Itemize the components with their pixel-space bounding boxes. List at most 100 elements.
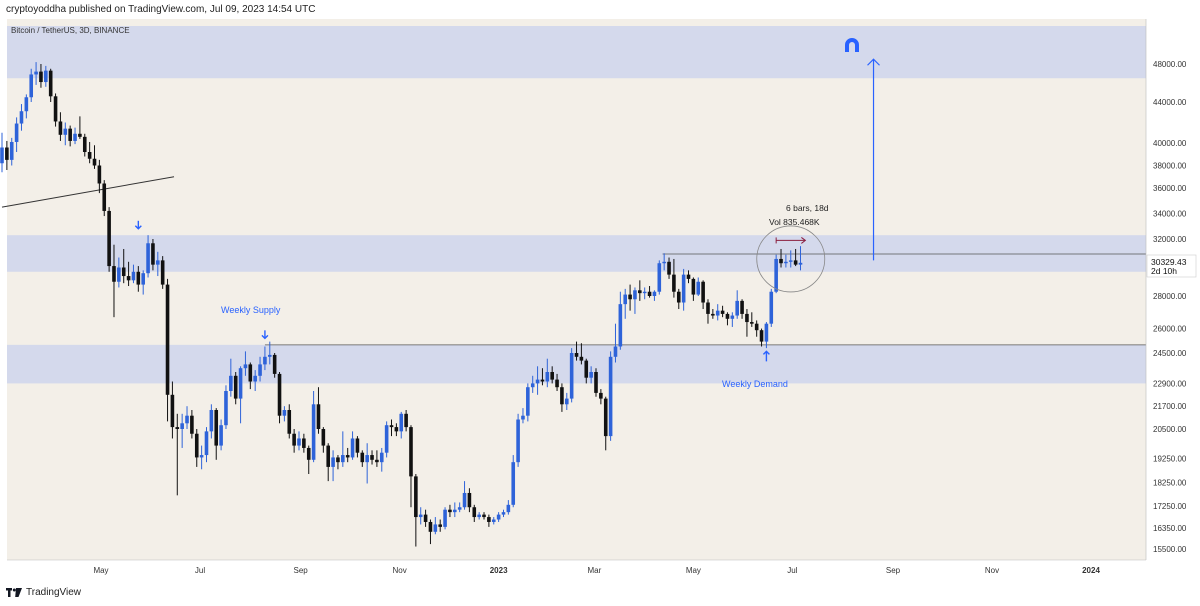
candle-body[interactable]	[39, 71, 43, 83]
candle-body[interactable]	[258, 364, 262, 376]
candle-body[interactable]	[623, 294, 628, 305]
candle-body[interactable]	[730, 315, 735, 319]
candle-body[interactable]	[233, 375, 238, 399]
candle-body[interactable]	[302, 438, 306, 448]
candle-body[interactable]	[555, 379, 559, 388]
candle-body[interactable]	[267, 354, 272, 357]
candle-body[interactable]	[603, 398, 608, 437]
candle-body[interactable]	[350, 438, 355, 458]
candle-body[interactable]	[414, 476, 418, 518]
candle-body[interactable]	[78, 133, 82, 137]
candle-body[interactable]	[506, 504, 511, 513]
candle-body[interactable]	[151, 243, 155, 265]
candle-body[interactable]	[53, 96, 58, 122]
candle-body[interactable]	[638, 290, 642, 294]
candle-body[interactable]	[112, 266, 116, 282]
candle-body[interactable]	[657, 263, 662, 292]
candle-body[interactable]	[453, 509, 457, 513]
candle-body[interactable]	[107, 210, 111, 267]
candle-body[interactable]	[764, 323, 769, 342]
candle-body[interactable]	[156, 260, 160, 265]
candle-body[interactable]	[667, 261, 671, 275]
candle-body[interactable]	[472, 507, 477, 518]
candle-body[interactable]	[253, 375, 257, 382]
candle-body[interactable]	[686, 274, 691, 279]
candle-body[interactable]	[487, 517, 491, 522]
candle-body[interactable]	[389, 425, 394, 428]
candle-body[interactable]	[282, 410, 287, 416]
candle-body[interactable]	[788, 260, 793, 262]
candle-body[interactable]	[345, 455, 350, 458]
candle-body[interactable]	[774, 258, 778, 292]
price-axis[interactable]: 48000.00 44000.00 40000.00 38000.00 36000.00…	[1145, 19, 1187, 560]
candle-body[interactable]	[272, 354, 277, 374]
time-axis[interactable]: May Jul Sep Nov 2023 Mar May Jul Sep Nov 2024	[7, 559, 1146, 575]
candle-body[interactable]	[759, 330, 764, 342]
candle-body[interactable]	[399, 413, 404, 432]
zone-rect[interactable]	[7, 26, 1146, 79]
candle-body[interactable]	[608, 356, 613, 437]
candle-body[interactable]	[564, 398, 569, 405]
candle-body[interactable]	[375, 459, 379, 463]
candle-body[interactable]	[165, 284, 170, 395]
candle-body[interactable]	[642, 291, 647, 294]
candle-body[interactable]	[491, 519, 496, 522]
candle-body[interactable]	[511, 462, 516, 505]
highlight-circle[interactable]	[756, 225, 826, 293]
candle-body[interactable]	[769, 291, 774, 324]
candle-body[interactable]	[219, 425, 223, 446]
candle-body[interactable]	[462, 492, 467, 508]
candle-body[interactable]	[24, 97, 29, 112]
candle-body[interactable]	[370, 455, 374, 460]
candle-body[interactable]	[633, 290, 637, 300]
candle-body[interactable]	[331, 457, 335, 467]
candle-body[interactable]	[793, 260, 798, 265]
candle-body[interactable]	[409, 427, 413, 477]
candle-body[interactable]	[180, 423, 184, 429]
candle-body[interactable]	[720, 310, 725, 314]
candle-body[interactable]	[136, 271, 141, 285]
candle-body[interactable]	[647, 291, 652, 296]
candle-body[interactable]	[121, 267, 126, 277]
candle-body[interactable]	[287, 410, 292, 434]
candle-body[interactable]	[316, 404, 321, 429]
candle-body[interactable]	[784, 261, 788, 264]
candle-body[interactable]	[482, 514, 486, 518]
candle-body[interactable]	[19, 111, 24, 124]
candle-body[interactable]	[779, 258, 783, 264]
candle-body[interactable]	[696, 281, 701, 295]
candle-body[interactable]	[355, 438, 360, 453]
tradingview-logo[interactable]: TradingView	[6, 587, 81, 598]
candle-body[interactable]	[243, 364, 248, 369]
candle-body[interactable]	[102, 183, 107, 211]
candle-body[interactable]	[82, 136, 87, 152]
candle-body[interactable]	[681, 274, 686, 303]
candle-body[interactable]	[652, 291, 657, 296]
zone-rect[interactable]	[7, 235, 1146, 272]
candle-body[interactable]	[360, 452, 365, 463]
candle-body[interactable]	[662, 261, 666, 264]
candle-body[interactable]	[97, 165, 102, 184]
candles-layer[interactable]	[0, 62, 803, 547]
candle-body[interactable]	[214, 410, 219, 446]
candle-body[interactable]	[68, 128, 72, 141]
candle-body[interactable]	[341, 455, 345, 463]
candle-body[interactable]	[175, 427, 180, 429]
candle-body[interactable]	[589, 372, 593, 378]
candle-body[interactable]	[628, 294, 632, 300]
candle-body[interactable]	[618, 304, 623, 347]
candle-body[interactable]	[58, 121, 63, 135]
candle-body[interactable]	[418, 514, 423, 518]
candle-body[interactable]	[394, 427, 399, 432]
candle-body[interactable]	[297, 438, 301, 446]
candle-body[interactable]	[691, 278, 696, 295]
candle-body[interactable]	[433, 524, 438, 532]
candle-body[interactable]	[750, 322, 754, 324]
candle-body[interactable]	[715, 310, 720, 316]
candle-body[interactable]	[540, 379, 545, 382]
candle-body[interactable]	[229, 375, 233, 391]
candle-body[interactable]	[443, 509, 447, 527]
candle-body[interactable]	[292, 433, 296, 446]
candle-body[interactable]	[404, 413, 408, 428]
candle-body[interactable]	[530, 383, 535, 388]
